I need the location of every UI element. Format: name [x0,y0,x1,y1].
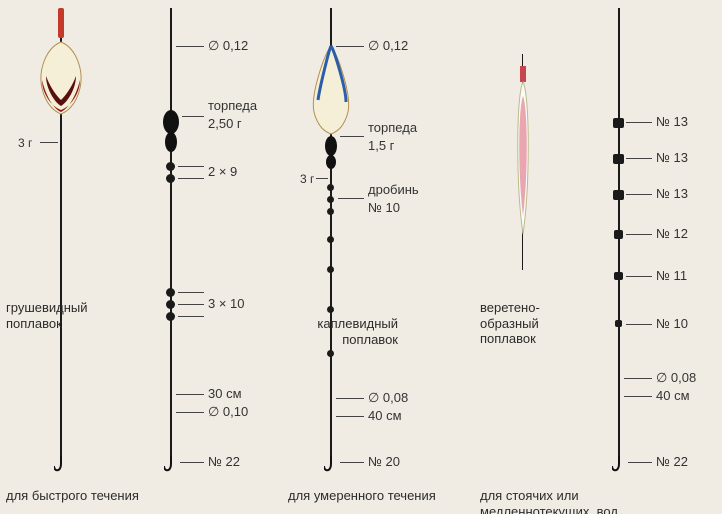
rig2-shot: дробинь [368,182,419,197]
rig3-line-d: ∅ 0,08 [656,370,696,386]
leader [40,142,58,143]
rig2-hook-no: № 20 [368,454,400,469]
rig2-bead [327,306,334,313]
rig2-float-weight: 3 г [300,172,314,186]
rig3-n12: № 12 [656,226,688,241]
rig3-bead-11 [614,272,623,280]
rig2-bead [327,236,334,243]
rig1-diameter: ∅ 0,12 [208,38,248,54]
rig3-caption: для стоячих илимедленнотекущих вод [480,488,720,514]
rig1-bead [166,312,175,321]
rig1-float-hook [54,456,68,474]
leader [316,178,328,179]
rig2-bead [327,266,334,273]
rig2-shot-no: № 10 [368,200,400,215]
leader [176,46,204,47]
rig1-float-name: грушевидный поплавок [6,300,116,331]
rig2-leader-len: 40 см [368,408,402,423]
leader [178,178,204,179]
rig1-torpedo-lbl: торпеда [208,98,257,113]
rig1-line-d: ∅ 0,10 [208,404,248,420]
leader [178,304,204,305]
rig3-bead-13a [613,118,624,128]
rig2-float-name-text: каплевидныйпоплавок [317,316,398,347]
rig1-antenna [58,8,64,38]
rig2-bead [327,196,334,203]
rig1-caption: для быстрого течения [6,488,139,504]
leader [626,122,652,123]
rig2-torpedo [324,136,338,170]
rig1-weight-line [170,8,172,458]
rig3-bead-10 [615,320,622,327]
leader [340,136,364,137]
rig1-hook [164,456,178,474]
rig3-bead-13b [613,154,624,164]
rig1-float-weight: 3 г [18,136,32,150]
leader [624,396,652,397]
rig3-n13a: № 13 [656,114,688,129]
rig1-torpedo [162,110,180,156]
rig1-torpedo-w: 2,50 г [208,116,242,131]
rig2-diameter: ∅ 0,12 [368,38,408,54]
rig3-caption-text: для стоячих илимедленнотекущих вод [480,488,618,514]
rig1-beads-top: 2 × 9 [208,164,237,179]
rig3-leader-len: 40 см [656,388,690,403]
rig2-caption: для умеренного течения [288,488,436,504]
rig3-n11: № 11 [656,268,687,283]
rig2-torpedo-w: 1,5 г [368,138,394,153]
leader [626,276,652,277]
leader [626,158,652,159]
rig2-bead [327,208,334,215]
leader [336,416,364,417]
leader [624,378,652,379]
rig3-float-name: веретено-образныйпоплавок [480,300,590,347]
rig3-bead-13c [613,190,624,200]
rig1-beads-mid: 3 × 10 [208,296,245,311]
rig1-float-name-text: грушевидный поплавок [6,300,88,331]
rig1-leader-len: 30 см [208,386,242,401]
rig2-hook [324,456,338,474]
rig1-bead [166,162,175,171]
rig3-bead-12 [614,230,623,239]
leader [176,394,204,395]
rig2-bead [327,350,334,357]
leader [176,412,204,413]
rig3-hook [612,456,626,474]
leader [180,462,204,463]
leader [178,166,204,167]
rig3-spindle-float [512,66,534,238]
leader [626,234,652,235]
leader [178,316,204,317]
rig3-n10: № 10 [656,316,688,331]
leader [336,398,364,399]
leader [626,194,652,195]
rig1-hook-no: № 22 [208,454,240,469]
rig2-float-name: каплевидныйпоплавок [288,316,398,347]
rig3-n13c: № 13 [656,186,688,201]
leader [338,198,364,199]
leader [336,46,364,47]
leader [628,462,652,463]
rig3-hook-no: № 22 [656,454,688,469]
leader [182,116,204,117]
rig1-bead [166,288,175,297]
rig1-float-body [36,40,86,116]
leader [340,462,364,463]
rig2-line-d: ∅ 0,08 [368,390,408,406]
rig3-float-name-text: веретено-образныйпоплавок [480,300,540,346]
rig2-float-body [308,44,354,136]
leader [178,292,204,293]
rig1-bead [166,174,175,183]
leader [626,324,652,325]
diagram-canvas: 3 г ∅ 0,12 торпеда 2,50 г 2 × 9 3 × 10 3… [0,0,722,514]
rig1-bead [166,300,175,309]
rig3-n13b: № 13 [656,150,688,165]
rig2-torpedo-lbl: торпеда [368,120,417,135]
rig2-bead [327,184,334,191]
